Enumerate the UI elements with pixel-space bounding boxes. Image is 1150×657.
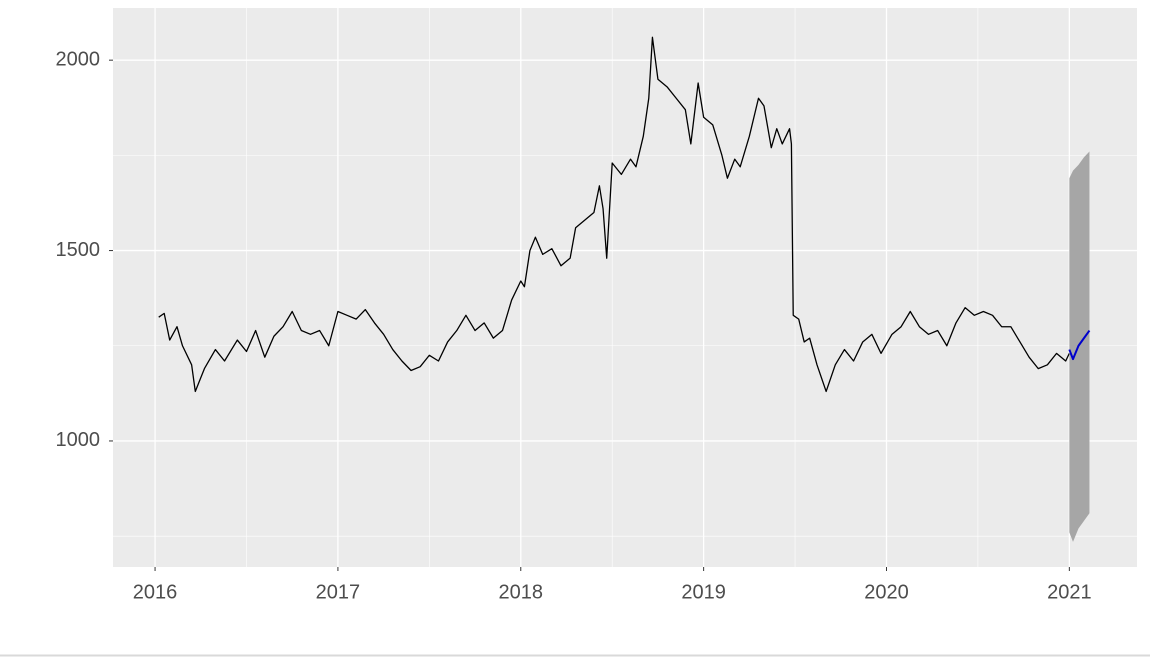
x-tick-label: 2019 [681, 581, 726, 603]
plot-panel [113, 8, 1137, 567]
confidence-band [1069, 151, 1090, 542]
x-tick-label: 2020 [864, 581, 909, 603]
x-tick-label: 2018 [499, 581, 544, 603]
series-line [1068, 329, 1091, 361]
x-tick-label: 2021 [1047, 581, 1092, 603]
series-line [158, 36, 1070, 393]
x-tick-label: 2016 [133, 581, 178, 603]
y-tick-label: 1000 [56, 429, 101, 451]
y-tick-label: 1500 [56, 239, 101, 261]
y-tick-label: 2000 [56, 48, 101, 70]
x-tick-label: 2017 [316, 581, 361, 603]
